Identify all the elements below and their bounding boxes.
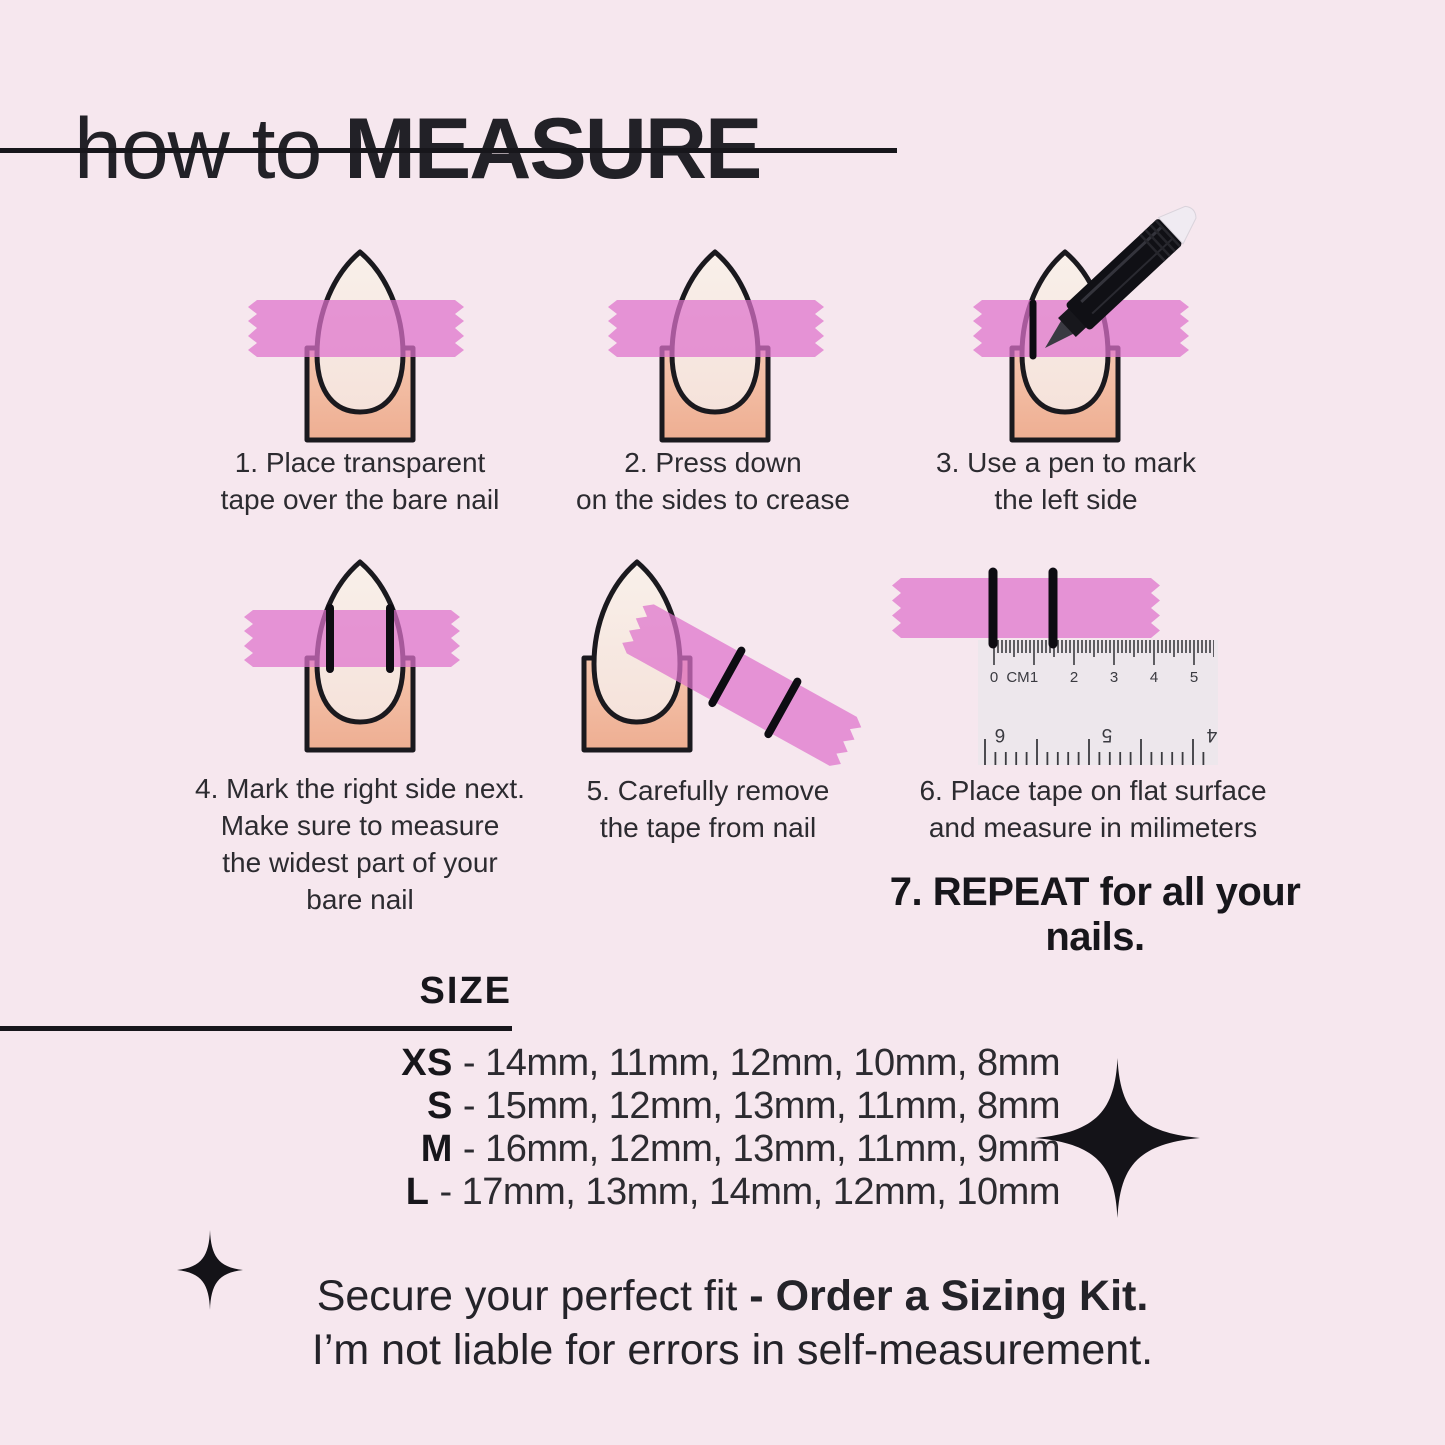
caption-line: and measure in milimeters	[928, 812, 1258, 843]
ruler-bottom-4: 4	[1206, 724, 1217, 745]
caption-line: Make sure to measure	[220, 810, 500, 841]
caption-line: the tape from nail	[599, 812, 817, 843]
step-5-caption: 5. Carefully remove the tape from nail	[528, 772, 888, 846]
step-3-illustration	[973, 205, 1197, 450]
tape-icon	[244, 610, 460, 667]
footer-line-2: I’m not liable for errors in self-measur…	[311, 1326, 1154, 1374]
title-underline	[0, 148, 897, 153]
footer-line-1-bold: - Order a Sizing Kit.	[749, 1272, 1149, 1320]
caption-line: bare nail	[306, 884, 414, 915]
step-5-illustration	[548, 548, 865, 771]
caption-line: 3. Use a pen to mark	[936, 447, 1196, 478]
ruler-zero: 0	[990, 669, 998, 686]
step-1-caption: 1. Place transparent tape over the bare …	[185, 444, 535, 518]
ruler-icon: 0 CM 1 2 3 4 5 6 5 4	[978, 640, 1218, 765]
step-1-illustration	[248, 238, 464, 444]
size-values: - 16mm, 12mm, 13mm, 11mm, 9mm	[462, 1128, 1061, 1170]
step-4-illustration	[244, 548, 460, 758]
ruler-cm-5: 5	[1190, 669, 1198, 686]
step-2-illustration	[608, 238, 824, 444]
size-row-xs: XS - 14mm, 11mm, 12mm, 10mm, 8mm	[0, 1042, 1060, 1085]
footer-line-1: Secure your perfect fit - Order a Sizing…	[110, 1272, 1355, 1321]
size-row-l: L - 17mm, 13mm, 14mm, 12mm, 10mm	[0, 1171, 1061, 1214]
size-label: S	[427, 1085, 453, 1127]
caption-line: 4. Mark the right side next.	[195, 773, 525, 804]
size-table: XS - 14mm, 11mm, 12mm, 10mm, 8mm S - 15m…	[0, 1042, 1060, 1214]
pen-mark-left	[708, 646, 746, 708]
step-6-caption: 6. Place tape on flat surface and measur…	[868, 772, 1318, 846]
sparkle-icon	[1035, 1058, 1200, 1218]
size-values: - 15mm, 12mm, 13mm, 11mm, 8mm	[462, 1085, 1061, 1127]
size-values: - 14mm, 11mm, 12mm, 10mm, 8mm	[462, 1042, 1061, 1084]
caption-line: 6. Place tape on flat surface	[919, 775, 1267, 806]
size-label: M	[420, 1128, 453, 1170]
pen-icon	[1045, 205, 1197, 348]
tape-icon	[248, 300, 464, 357]
tape-icon	[608, 300, 824, 357]
size-label: XS	[401, 1042, 453, 1084]
step-2-caption: 2. Press down on the sides to crease	[538, 444, 888, 518]
tape-icon	[618, 600, 865, 771]
size-row-m: M - 16mm, 12mm, 13mm, 11mm, 9mm	[0, 1128, 1061, 1171]
caption-line: tape over the bare nail	[220, 484, 500, 515]
caption-line: 1. Place transparent	[234, 447, 486, 478]
tape-icon	[892, 578, 1160, 638]
pen-mark-right	[764, 677, 802, 739]
footer-line-1-regular: Secure your perfect fit	[316, 1272, 750, 1320]
ruler-cm-3: 3	[1110, 669, 1118, 686]
caption-line: 5. Carefully remove	[586, 775, 830, 806]
size-row-s: S - 15mm, 12mm, 13mm, 11mm, 8mm	[0, 1085, 1060, 1128]
caption-line: 2. Press down	[624, 447, 802, 478]
ruler-cm-1: 1	[1030, 669, 1038, 686]
ruler-bottom-6: 6	[995, 724, 1006, 745]
repeat-note: 7. REPEAT for all your nails.	[889, 870, 1301, 959]
caption-line: the widest part of your	[222, 847, 498, 878]
caption-line: the left side	[994, 484, 1138, 515]
step-6-illustration: 0 CM 1 2 3 4 5 6 5 4	[892, 567, 1218, 765]
size-label: L	[405, 1171, 430, 1213]
ruler-cm-4: 4	[1150, 669, 1158, 686]
size-values: - 17mm, 13mm, 14mm, 12mm, 10mm	[439, 1171, 1060, 1213]
step-4-caption: 4. Mark the right side next. Make sure t…	[170, 770, 550, 918]
step-3-caption: 3. Use a pen to mark the left side	[876, 444, 1256, 518]
caption-line: on the sides to crease	[576, 484, 850, 515]
size-section-title: SIZE	[419, 970, 512, 1012]
ruler-unit: CM	[1006, 669, 1029, 686]
ruler-cm-2: 2	[1070, 669, 1078, 686]
size-underline	[0, 1026, 512, 1031]
ruler-bottom-5: 5	[1102, 724, 1113, 745]
